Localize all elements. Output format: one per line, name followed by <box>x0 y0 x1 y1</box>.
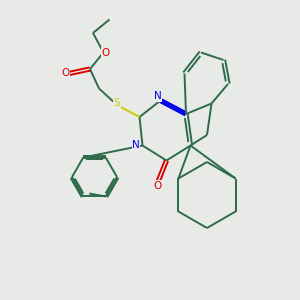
Text: S: S <box>114 98 120 109</box>
Text: O: O <box>61 68 70 79</box>
Text: O: O <box>102 47 110 58</box>
Text: O: O <box>153 181 162 191</box>
Text: N: N <box>132 140 140 151</box>
Text: N: N <box>154 91 161 101</box>
